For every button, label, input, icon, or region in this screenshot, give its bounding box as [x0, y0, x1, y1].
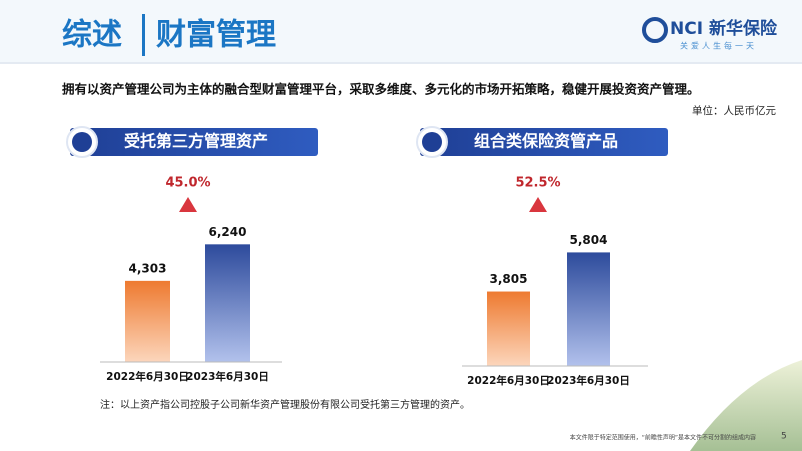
- x-tick-label: 2022年6月30日: [106, 370, 189, 383]
- bar: [567, 252, 610, 366]
- section-icon-inner: [422, 132, 442, 152]
- value-label: 6,240: [209, 225, 247, 239]
- bar: [125, 280, 170, 362]
- section-banner: [70, 128, 318, 156]
- value-label: 3,805: [490, 272, 528, 286]
- bar: [205, 244, 250, 362]
- x-tick-label: 2022年6月30日: [467, 374, 550, 387]
- footer: 本文件限于特定范围使用，“前瞻性声明”是本文件不可分割的组成内容: [570, 434, 756, 442]
- summary: 拥有以资产管理公司为主体的融合型财富管理平台，采取多维度、多元化的市场开拓策略，…: [62, 82, 700, 97]
- growth-arrow: [179, 197, 197, 212]
- header-subtitle: 财富管理: [156, 18, 276, 53]
- x-tick-label: 2023年6月30日: [186, 370, 269, 383]
- growth-label: 45.0%: [165, 176, 210, 191]
- logo: NCI 新华保险: [670, 18, 778, 39]
- unit: 单位：人民币亿元: [692, 104, 776, 117]
- section-banner: [420, 128, 668, 156]
- section-title: 受托第三方管理资产: [124, 132, 268, 151]
- bar: [487, 291, 530, 366]
- header-title: 综述: [62, 18, 122, 53]
- x-tick-label: 2023年6月30日: [547, 374, 630, 387]
- tagline: 关爱人生每一天: [680, 41, 757, 51]
- section-title: 组合类保险资管产品: [474, 132, 618, 151]
- note: 注：以上资产指公司控股子公司新华资产管理股份有限公司受托第三方管理的资产。: [100, 398, 470, 411]
- section-icon-inner: [72, 132, 92, 152]
- growth-label: 52.5%: [515, 176, 560, 191]
- logo-icon: [642, 17, 668, 43]
- value-label: 5,804: [570, 233, 608, 247]
- header-band: [0, 0, 802, 62]
- decor: [690, 360, 802, 451]
- page-number: 5: [781, 432, 787, 442]
- divider: [142, 14, 145, 56]
- value-label: 4,303: [129, 261, 167, 275]
- growth-arrow: [529, 197, 547, 212]
